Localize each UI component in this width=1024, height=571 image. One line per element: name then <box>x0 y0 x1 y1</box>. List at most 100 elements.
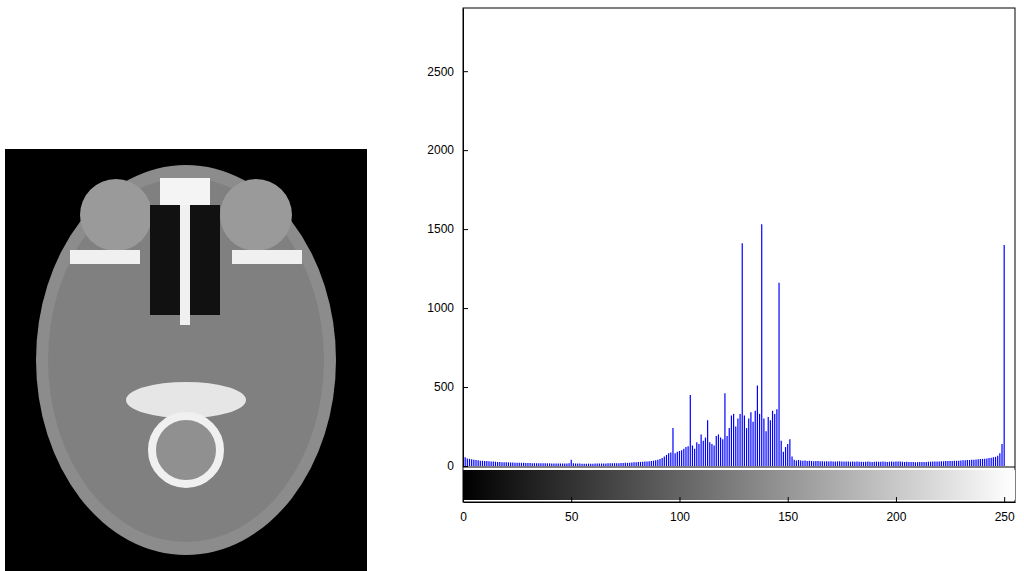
stem <box>614 463 615 466</box>
stem <box>527 463 528 466</box>
stem <box>510 463 511 466</box>
stem <box>984 459 985 466</box>
head-inner <box>48 178 324 542</box>
stem <box>514 463 515 466</box>
stem <box>655 460 656 466</box>
stem <box>625 463 626 466</box>
stem <box>685 447 686 466</box>
stem <box>662 458 663 466</box>
stem <box>943 461 944 466</box>
stem <box>962 460 963 466</box>
stem <box>581 464 582 466</box>
stem <box>859 462 860 466</box>
y-axis: 05001000150020002500 <box>427 9 468 474</box>
stem <box>705 438 706 466</box>
stem <box>571 460 572 466</box>
stem <box>982 459 983 466</box>
stem <box>642 462 643 466</box>
stem <box>486 461 487 466</box>
stem <box>631 463 632 466</box>
stem <box>928 462 929 466</box>
y-tick-mark <box>463 71 468 72</box>
x-tick: 250 <box>995 497 1015 524</box>
stem <box>488 461 489 466</box>
stem <box>973 460 974 466</box>
stem <box>898 461 899 466</box>
stem <box>672 428 673 466</box>
stem <box>874 462 875 466</box>
stem <box>995 457 996 466</box>
stem <box>564 463 565 466</box>
y-tick-mark <box>463 466 468 467</box>
bone-right <box>232 250 302 264</box>
stem <box>778 283 779 466</box>
head <box>36 165 336 555</box>
stem <box>908 462 909 466</box>
stem <box>733 414 734 466</box>
stem <box>607 463 608 466</box>
stem <box>869 462 870 466</box>
stem <box>774 414 775 466</box>
y-tick: 2000 <box>427 143 468 157</box>
stem <box>629 463 630 466</box>
stem <box>988 458 989 466</box>
stem <box>949 461 950 466</box>
eye-left <box>80 179 152 251</box>
stem <box>746 428 747 466</box>
stem <box>885 462 886 466</box>
stem <box>694 449 695 466</box>
stem <box>722 439 723 466</box>
stem <box>1001 444 1002 466</box>
stem <box>729 428 730 466</box>
stem <box>952 461 953 466</box>
stem <box>720 438 721 466</box>
stem <box>941 461 942 466</box>
stem <box>698 444 699 466</box>
stem <box>807 461 808 466</box>
stem <box>638 462 639 466</box>
stem <box>739 414 740 466</box>
stem <box>917 462 918 466</box>
stem <box>761 224 762 466</box>
stem <box>967 460 968 466</box>
stem <box>846 461 847 466</box>
y-tick-mark <box>463 229 468 230</box>
stem <box>618 463 619 466</box>
x-tick: 200 <box>886 497 906 524</box>
stem <box>975 460 976 466</box>
stem <box>573 463 574 466</box>
y-tick: 2500 <box>427 65 468 79</box>
stem <box>610 463 611 466</box>
stem <box>904 462 905 466</box>
stem <box>683 449 684 466</box>
stem <box>633 462 634 466</box>
stem <box>566 463 567 466</box>
stem <box>854 462 855 466</box>
stem <box>971 460 972 466</box>
stem <box>620 463 621 466</box>
stem <box>830 461 831 466</box>
stem <box>601 463 602 466</box>
stem <box>783 452 784 466</box>
y-tick-mark <box>463 150 468 151</box>
stem <box>724 393 725 466</box>
stem <box>841 462 842 466</box>
y-tick-label: 1500 <box>427 222 454 236</box>
stem <box>902 462 903 466</box>
stem <box>748 419 749 466</box>
stem <box>579 463 580 466</box>
stem <box>545 463 546 466</box>
stem <box>599 463 600 466</box>
stem <box>900 462 901 466</box>
stem <box>525 463 526 466</box>
stem <box>623 463 624 466</box>
stem <box>947 461 948 466</box>
stem <box>921 462 922 466</box>
y-tick-label: 1000 <box>427 301 454 315</box>
stem <box>499 462 500 466</box>
stem <box>560 463 561 466</box>
stem <box>640 462 641 466</box>
y-tick-label: 2500 <box>427 65 454 79</box>
stem <box>530 463 531 466</box>
stem <box>960 460 961 466</box>
